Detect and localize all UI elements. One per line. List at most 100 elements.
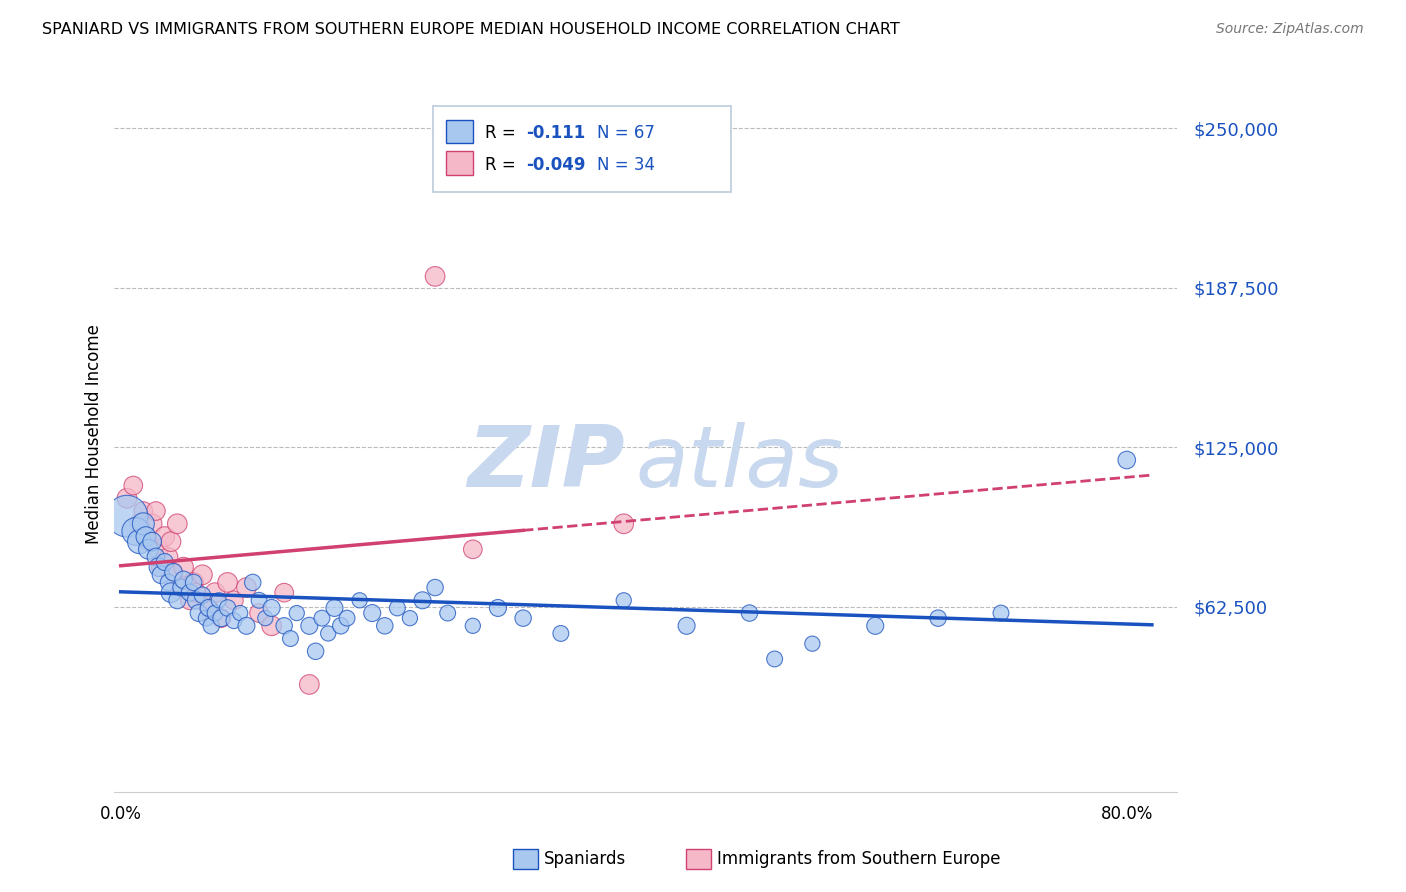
Point — [149, 567, 172, 582]
Point — [160, 585, 183, 599]
Point — [160, 534, 183, 549]
Point — [222, 614, 245, 628]
Point — [141, 534, 163, 549]
Point — [927, 611, 949, 625]
Point — [157, 549, 180, 564]
Point — [374, 619, 396, 633]
Point — [280, 632, 302, 646]
Point — [128, 516, 150, 531]
Point — [191, 567, 214, 582]
Point — [763, 652, 786, 666]
Text: R =: R = — [485, 124, 522, 142]
Point — [166, 593, 188, 607]
Point — [115, 509, 138, 524]
Point — [204, 585, 226, 599]
Point — [461, 619, 484, 633]
Point — [675, 619, 697, 633]
Point — [148, 560, 170, 574]
Point — [145, 504, 167, 518]
Point — [162, 566, 184, 580]
Point — [186, 593, 208, 607]
Point — [132, 504, 155, 518]
Point — [191, 588, 214, 602]
Point — [209, 611, 232, 625]
Point — [412, 593, 434, 607]
Point — [195, 611, 218, 625]
Y-axis label: Median Household Income: Median Household Income — [86, 325, 103, 544]
Point — [135, 529, 157, 543]
Text: N = 67: N = 67 — [598, 124, 655, 142]
Point — [260, 601, 283, 615]
Point — [145, 549, 167, 564]
Point — [273, 619, 295, 633]
Point — [235, 581, 257, 595]
FancyBboxPatch shape — [446, 120, 472, 143]
Point — [323, 601, 346, 615]
Text: -0.111: -0.111 — [526, 124, 585, 142]
Text: SPANIARD VS IMMIGRANTS FROM SOUTHERN EUROPE MEDIAN HOUSEHOLD INCOME CORRELATION : SPANIARD VS IMMIGRANTS FROM SOUTHERN EUR… — [42, 22, 900, 37]
Point — [738, 606, 761, 620]
Point — [235, 619, 257, 633]
Text: Spaniards: Spaniards — [544, 850, 626, 868]
Point — [138, 542, 160, 557]
Point — [217, 601, 239, 615]
Point — [273, 585, 295, 599]
Point — [135, 529, 157, 543]
Point — [149, 560, 172, 574]
Point — [153, 555, 176, 569]
Point — [423, 581, 446, 595]
Point — [990, 606, 1012, 620]
Point — [162, 566, 184, 580]
Point — [204, 606, 226, 620]
Point — [187, 606, 209, 620]
Point — [461, 542, 484, 557]
Point — [399, 611, 422, 625]
Point — [153, 529, 176, 543]
Point — [349, 593, 371, 607]
Point — [115, 491, 138, 506]
Point — [148, 542, 170, 557]
Point — [209, 611, 232, 625]
Point — [197, 601, 219, 615]
Point — [801, 637, 824, 651]
Point — [138, 534, 160, 549]
Point — [613, 516, 636, 531]
Point — [179, 593, 201, 607]
Point — [173, 560, 195, 574]
Text: Source: ZipAtlas.com: Source: ZipAtlas.com — [1216, 22, 1364, 37]
Point — [183, 575, 205, 590]
Text: atlas: atlas — [636, 422, 844, 505]
Point — [132, 516, 155, 531]
Point — [186, 585, 208, 599]
Text: N = 34: N = 34 — [598, 155, 655, 174]
Point — [122, 478, 145, 492]
Point — [170, 581, 193, 595]
Point — [128, 534, 150, 549]
Point — [311, 611, 333, 625]
Point — [423, 269, 446, 284]
Text: R =: R = — [485, 155, 522, 174]
Point — [336, 611, 359, 625]
Point — [173, 573, 195, 587]
Point — [613, 593, 636, 607]
Point — [183, 575, 205, 590]
Point — [254, 611, 277, 625]
Point — [361, 606, 384, 620]
Point — [285, 606, 308, 620]
Point — [298, 619, 321, 633]
Point — [247, 606, 270, 620]
Point — [157, 575, 180, 590]
Point — [200, 619, 222, 633]
Point — [550, 626, 572, 640]
Point — [863, 619, 886, 633]
Point — [222, 593, 245, 607]
Point — [141, 516, 163, 531]
Text: Immigrants from Southern Europe: Immigrants from Southern Europe — [717, 850, 1001, 868]
Point — [1115, 453, 1137, 467]
Text: -0.049: -0.049 — [526, 155, 585, 174]
Point — [247, 593, 270, 607]
Point — [170, 581, 193, 595]
Point — [166, 516, 188, 531]
Point — [436, 606, 458, 620]
Point — [512, 611, 534, 625]
